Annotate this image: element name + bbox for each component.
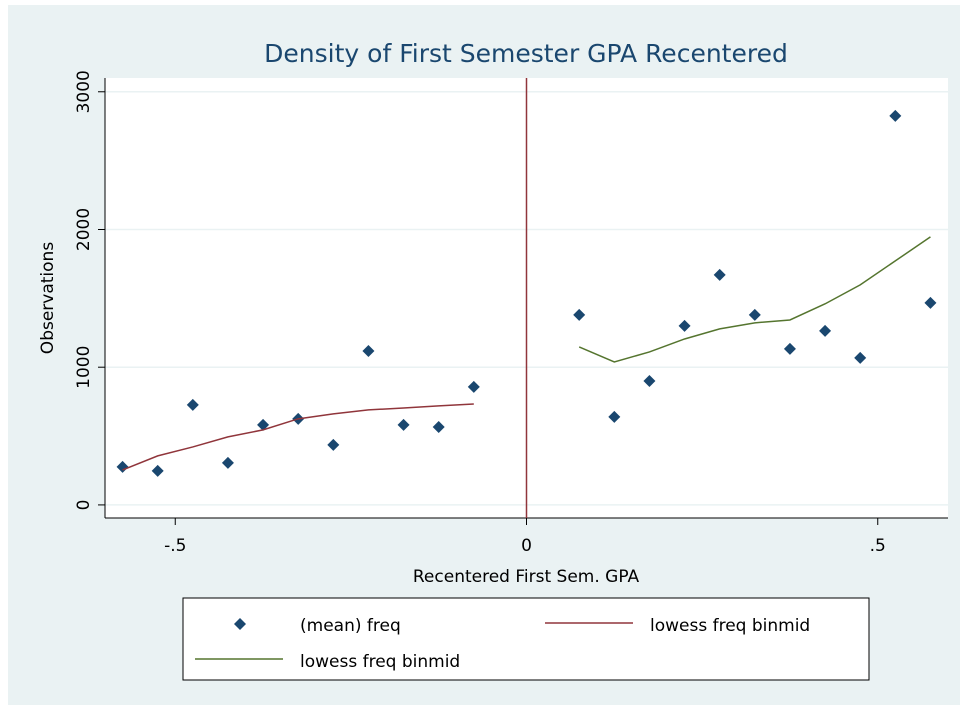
point: [819, 324, 832, 337]
point: [713, 268, 726, 281]
x-tick-label: .5: [870, 536, 886, 556]
point: [748, 308, 761, 321]
line: [578, 236, 931, 363]
y-tick-label: 1000: [74, 346, 94, 389]
line: [122, 403, 474, 471]
point: [397, 418, 410, 431]
point: [116, 460, 129, 473]
point: [854, 351, 867, 364]
point: [362, 344, 375, 357]
y-tick-label: 3000: [74, 70, 94, 113]
legend-label: (mean) freq: [300, 616, 401, 636]
point: [467, 380, 480, 393]
legend-label: lowess freq binmid: [300, 652, 460, 672]
x-axis-label: Recentered First Sem. GPA: [413, 567, 640, 587]
point: [678, 319, 691, 332]
chart-title: Density of First Semester GPA Recentered: [264, 39, 788, 68]
y-tick-label: 0: [74, 500, 94, 511]
point: [608, 410, 621, 423]
point: [432, 420, 445, 433]
point: [573, 308, 586, 321]
point: [221, 456, 234, 469]
legend-label: lowess freq binmid: [650, 616, 810, 636]
x-tick-label: -.5: [164, 536, 186, 556]
point: [889, 109, 902, 122]
point: [924, 296, 937, 309]
x-tick-label: 0: [521, 536, 532, 556]
legend: [182, 597, 870, 681]
point: [151, 464, 164, 477]
point: [257, 418, 270, 431]
point: [643, 374, 656, 387]
point: [186, 398, 199, 411]
y-axis-label: Observations: [38, 242, 58, 355]
y-tick-label: 2000: [74, 208, 94, 251]
point: [783, 342, 796, 355]
legend-marker: [234, 618, 246, 630]
point: [327, 438, 340, 451]
